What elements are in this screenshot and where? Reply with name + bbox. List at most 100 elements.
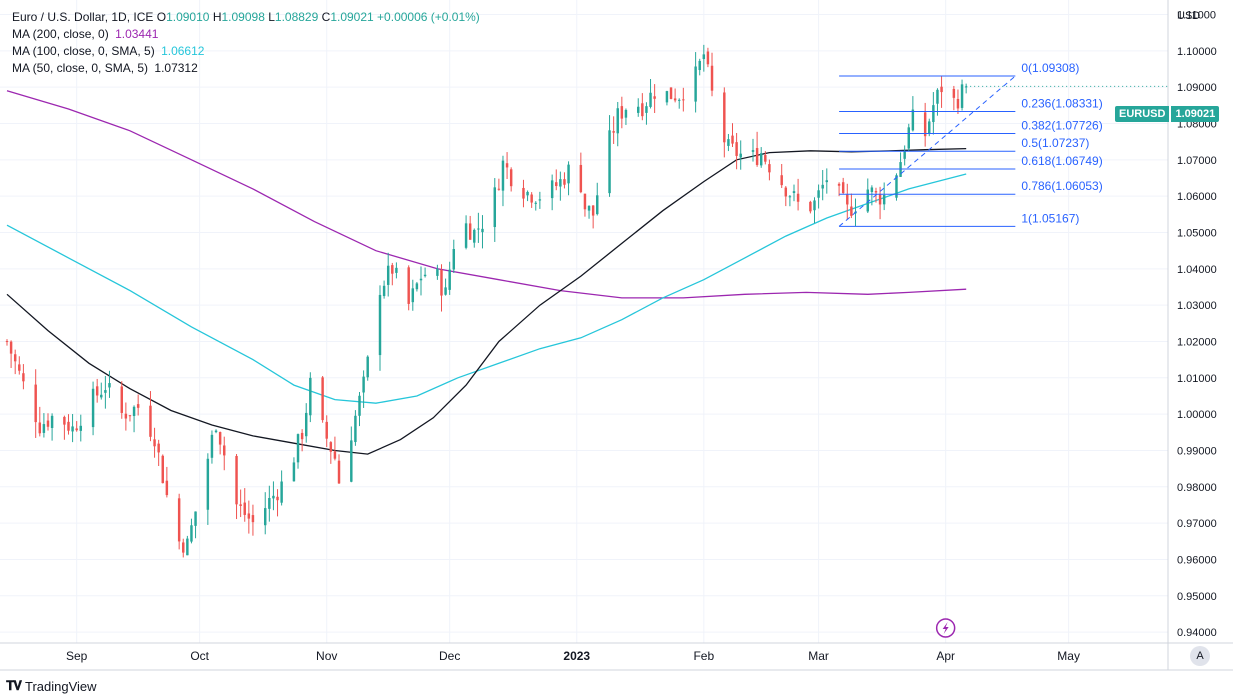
x-tick-label: Oct <box>190 649 209 663</box>
candle-body <box>538 199 542 201</box>
x-tick-label: Feb <box>693 649 714 663</box>
low-label: L <box>268 10 275 24</box>
candle-body <box>706 51 710 65</box>
ma50-value: 1.07312 <box>154 61 198 75</box>
auto-scale-button[interactable]: A <box>1190 646 1210 666</box>
candle-body <box>739 153 742 158</box>
candle-body <box>165 480 169 496</box>
candle-body <box>940 86 943 93</box>
candle-body <box>366 356 369 378</box>
low-value: 1.08829 <box>274 10 319 24</box>
candle-body <box>468 223 472 240</box>
x-tick-label: Mar <box>808 649 829 663</box>
grid-lines <box>0 0 1168 643</box>
fib-level-label: 0(1.09308) <box>1021 61 1079 75</box>
candle-body <box>223 445 226 456</box>
candle-body <box>194 511 197 526</box>
axes: 1.110001.100001.090001.080001.070001.060… <box>0 0 1233 671</box>
candle-body <box>608 130 611 194</box>
candle-body <box>792 191 796 193</box>
ma100-value: 1.06612 <box>161 44 205 58</box>
candle-body <box>788 196 792 198</box>
candle-body <box>18 364 21 371</box>
candle-body <box>100 394 103 398</box>
candle-body <box>182 542 185 553</box>
y-tick-label: 1.01000 <box>1177 373 1217 385</box>
candle-body <box>309 377 312 416</box>
ma200-value: 1.03441 <box>115 27 159 41</box>
candle-body <box>13 354 17 362</box>
ohlc-values: O1.09010 H1.09098 L1.08829 C1.09021 +0.0… <box>157 10 480 24</box>
ma-line <box>6 147 967 455</box>
candle-body <box>333 451 337 459</box>
candle-body <box>300 432 304 440</box>
candle-body <box>239 504 242 506</box>
candle-body <box>923 112 927 137</box>
candle-body <box>161 455 164 484</box>
candle-body <box>218 432 222 445</box>
candle-body <box>296 434 300 463</box>
candle-body <box>104 390 107 393</box>
candle-body <box>637 106 640 113</box>
candle-body <box>928 121 931 134</box>
candle-body <box>108 383 111 388</box>
ma50-legend[interactable]: MA (50, close, 0, SMA, 5) 1.07312 <box>12 60 480 77</box>
candle-body <box>362 376 365 393</box>
fib-trend-line <box>838 75 1016 227</box>
candle-body <box>682 99 685 101</box>
candle-body <box>95 386 99 396</box>
candle-body <box>9 341 13 354</box>
candle-body <box>764 155 767 162</box>
candle-body <box>702 54 706 60</box>
candle-body <box>177 498 181 542</box>
candle-body <box>63 416 66 425</box>
candle-body <box>395 267 398 273</box>
ma50-label: MA (50, close, 0, SMA, 5) <box>12 61 149 75</box>
candle-body <box>75 428 78 431</box>
candle-body <box>591 205 595 216</box>
candle-body <box>440 269 443 296</box>
ma200-legend[interactable]: MA (200, close, 0) 1.03441 <box>12 26 480 43</box>
candle-body <box>641 103 644 117</box>
candle-body <box>251 515 255 523</box>
candle-body <box>448 269 451 290</box>
candle-body <box>464 223 468 248</box>
candles <box>5 44 1168 558</box>
candle-body <box>616 108 619 134</box>
y-tick-label: 1.02000 <box>1177 336 1217 348</box>
candle-body <box>649 92 652 107</box>
candle-body <box>583 193 587 210</box>
candle-body <box>411 288 415 303</box>
tradingview-watermark[interactable]: 𝐓𝐕 TradingView <box>6 678 97 694</box>
candle-body <box>136 404 140 408</box>
ma100-legend[interactable]: MA (100, close, 0, SMA, 5) 1.06612 <box>12 43 480 60</box>
close-label: C <box>321 10 331 24</box>
candle-body <box>612 131 615 133</box>
candle-body <box>382 285 386 297</box>
candle-body <box>214 430 218 433</box>
candle-body <box>555 182 558 187</box>
badge-symbol: EURUSD <box>1115 106 1170 122</box>
y-tick-label: 0.98000 <box>1177 482 1217 494</box>
candle-body <box>272 495 275 499</box>
event-lightning-icon[interactable] <box>935 618 956 638</box>
candle-body <box>329 442 333 452</box>
fib-level-label: 0.236(1.08331) <box>1021 96 1102 110</box>
ma-line <box>6 90 967 299</box>
candle-body <box>358 395 361 416</box>
candle-body <box>42 424 46 433</box>
candle-body <box>669 87 673 99</box>
candle-body <box>501 160 505 191</box>
candle-body <box>50 415 54 429</box>
moving-averages <box>6 90 967 455</box>
candle-body <box>796 193 800 202</box>
candle-body <box>423 274 427 277</box>
candle-body <box>206 458 210 510</box>
y-tick-label: 1.05000 <box>1177 227 1217 239</box>
fib-level-label: 0.382(1.07726) <box>1021 118 1102 132</box>
candle-body <box>751 150 755 152</box>
brand-name: TradingView <box>25 678 97 694</box>
candle-body <box>292 462 296 482</box>
y-tick-label: 0.94000 <box>1177 627 1217 639</box>
